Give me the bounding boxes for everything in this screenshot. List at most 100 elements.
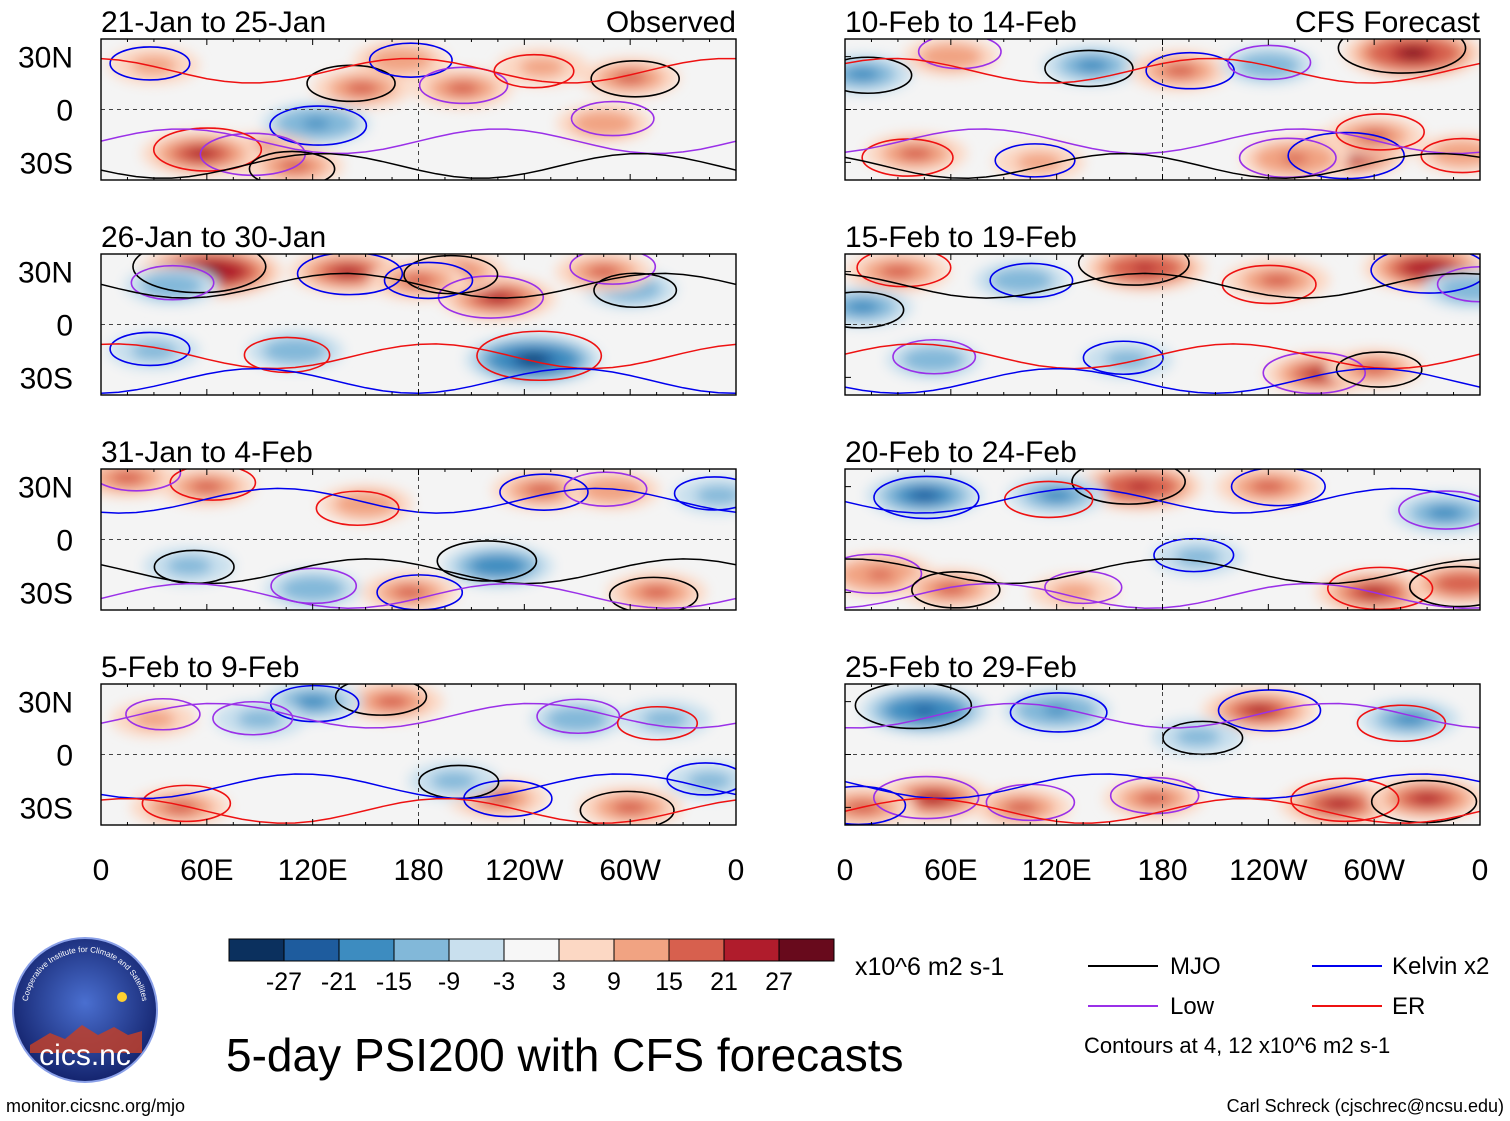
anomaly-fill	[587, 117, 620, 130]
anomaly-fill	[1104, 350, 1151, 370]
contour-line	[989, 262, 1074, 299]
contour-line	[243, 336, 331, 374]
colorbar-swatch	[393, 938, 450, 962]
contour-line	[130, 264, 215, 301]
anomaly-fill	[1323, 798, 1354, 810]
y-tick-label: 0	[56, 525, 73, 558]
y-tick-label: 30N	[18, 687, 73, 720]
colorbar-swatch	[668, 938, 725, 962]
anomaly-fill	[917, 353, 949, 367]
contour-line	[334, 684, 428, 716]
anomaly-fill	[236, 709, 283, 729]
contour-line	[845, 367, 1480, 394]
anomaly-fill	[1281, 153, 1309, 165]
y-tick-label: 30S	[20, 147, 73, 180]
anomaly-fill	[296, 582, 329, 596]
map-panel: 15-Feb to 19-Feb	[844, 221, 1481, 396]
logo-text: cics.nc	[39, 1039, 131, 1072]
anomaly-fill	[1075, 58, 1109, 73]
contour-line	[1436, 265, 1480, 303]
contour-line	[563, 471, 648, 507]
anomaly-fill	[1137, 791, 1171, 806]
map-panel: 26-Jan to 30-Jan 30N 0 30S	[18, 221, 737, 396]
anomaly-fill	[1259, 273, 1295, 288]
x-tick-label: 0	[1472, 854, 1489, 887]
legend: MJO Kelvin x2 Low ER Contours at 4, 12 x…	[1084, 953, 1489, 1058]
anomaly-fill	[845, 67, 880, 81]
contour-line	[1337, 39, 1467, 74]
x-tick-label: 0	[93, 854, 110, 887]
credit-website[interactable]: monitor.cicsnc.org/mjo	[6, 1096, 186, 1116]
legend-label-low: Low	[1170, 993, 1215, 1020]
panel-period-label: 25-Feb to 29-Feb	[845, 651, 1077, 684]
contour-line	[101, 773, 736, 800]
anomaly-fill	[1414, 263, 1440, 273]
y-tick-label: 30S	[20, 362, 73, 395]
anomaly-fill	[587, 265, 620, 279]
contour-line	[383, 261, 474, 300]
anomaly-fill	[687, 771, 732, 791]
contour-line	[856, 254, 952, 288]
contour-line	[1370, 254, 1480, 294]
anomaly-fill	[1427, 506, 1463, 520]
map-panel: 5-Feb to 9-Feb 30N 0 30S	[18, 651, 737, 826]
anomaly-fill	[909, 489, 939, 502]
panel-period-label: 15-Feb to 19-Feb	[845, 221, 1077, 254]
contour-line	[141, 784, 232, 823]
panel-period-label: 5-Feb to 9-Feb	[101, 651, 299, 684]
anomaly-fill	[880, 264, 916, 279]
colorbar: -27 -21 -15 -9 -3 3 9 15 21 27 x10^6 m2 s-1	[228, 938, 1004, 996]
contour-line	[296, 254, 404, 296]
anomaly-fill	[302, 118, 330, 129]
contour-line	[1398, 490, 1480, 530]
panel-period-label: 10-Feb to 14-Feb	[845, 6, 1077, 39]
anomaly-fill	[186, 147, 217, 160]
anomaly-fill	[1004, 800, 1039, 815]
colorbar-tick-label: 15	[655, 968, 683, 996]
contour-line	[854, 684, 973, 730]
contour-line	[1287, 131, 1405, 180]
contour-line	[1221, 264, 1317, 305]
contour-line	[845, 56, 913, 95]
contour-line	[1335, 351, 1423, 388]
anomaly-fill	[898, 146, 933, 161]
contour-line	[101, 702, 736, 729]
anomaly-fill	[1174, 547, 1221, 567]
colorbar-unit-label: x10^6 m2 s-1	[855, 953, 1004, 981]
x-tick-label: 180	[393, 854, 443, 887]
anomaly-fill	[911, 705, 938, 716]
anomaly-fill	[1174, 727, 1221, 747]
anomaly-fill	[385, 53, 417, 67]
y-tick-label: 30N	[18, 42, 73, 75]
colorbar-tick-label: -21	[321, 968, 357, 996]
anomaly-fill	[1245, 704, 1274, 716]
anomaly-fill	[374, 694, 410, 709]
panel-period-label: 31-Jan to 4-Feb	[101, 436, 313, 469]
panel-period-label: 20-Feb to 24-Feb	[845, 436, 1077, 469]
colorbar-tick-label: 9	[607, 968, 621, 996]
contour-line	[132, 254, 267, 294]
anomaly-fill	[1005, 274, 1038, 287]
contour-line	[109, 331, 191, 367]
contour-line	[1408, 565, 1480, 608]
map-panel: 31-Jan to 4-Feb 30N 0 30S	[18, 436, 737, 611]
anomaly-fill	[445, 81, 480, 96]
anomaly-fill	[190, 480, 224, 494]
colorbar-tick-label: 27	[765, 968, 793, 996]
contour-line	[315, 490, 400, 527]
anomaly-fill	[110, 471, 145, 485]
anomaly-fill	[1401, 48, 1425, 58]
contour-line	[1262, 351, 1367, 395]
contour-line	[152, 127, 263, 172]
contour-line	[1290, 777, 1400, 823]
x-tick-label: 60E	[924, 854, 977, 887]
anomaly-fill	[1043, 705, 1071, 716]
anomaly-fill	[1392, 712, 1427, 726]
map-panel: 10-Feb to 14-Feb CFS Forecast	[844, 6, 1481, 181]
contour-line	[569, 254, 657, 285]
anomaly-fill	[1454, 282, 1480, 296]
anomaly-fill	[132, 710, 176, 729]
x-tick-label: 60W	[599, 854, 661, 887]
colorbar-swatch	[613, 938, 670, 962]
